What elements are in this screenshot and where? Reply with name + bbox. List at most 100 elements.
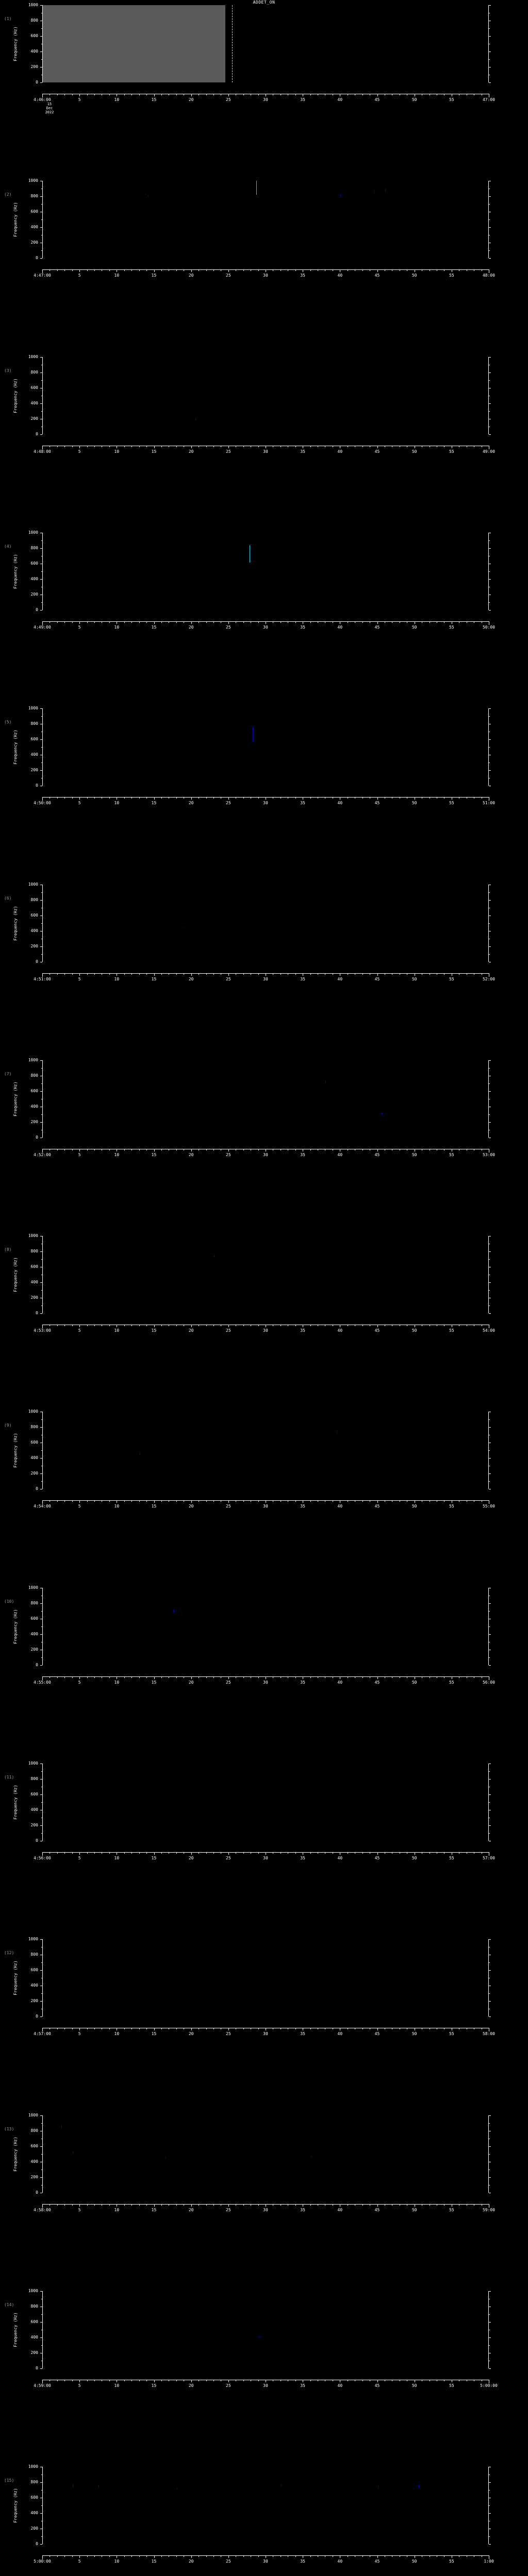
x-tick-label: 45 (374, 449, 380, 454)
x-tick-minor (206, 2555, 207, 2557)
panel-index-label: (4) (4, 544, 12, 549)
y-tick-mark-minor (41, 762, 42, 764)
x-axis: 5 10 15 20 25 30 35 40 45 50 55 4:48:00 49:00 (34, 445, 495, 463)
x-tick-minor (146, 1852, 147, 1854)
x-tick-minor (94, 1852, 95, 1854)
x-tick-major (154, 2028, 155, 2031)
x-tick-label: 25 (226, 976, 231, 981)
x-tick-minor (94, 1676, 95, 1678)
x-tick-minor (295, 2379, 296, 2381)
y-tick-mark-right-minor (489, 602, 490, 603)
x-tick-major (228, 2028, 229, 2031)
y-tick-mark-right (489, 946, 491, 947)
x-tick-minor (146, 269, 147, 272)
x-tick-minor (109, 269, 110, 272)
x-tick-major (228, 2379, 229, 2382)
y-tick-mark (40, 1794, 42, 1795)
x-tick-label: 20 (188, 801, 194, 806)
y-tick-label: 600 (30, 2495, 38, 2500)
x-tick-minor (213, 2379, 214, 2381)
x-tick-minor (109, 1852, 110, 1854)
x-tick-major (42, 2028, 43, 2032)
x-tick-label: 25 (226, 97, 231, 102)
x-tick-minor (295, 445, 296, 447)
y-tick-label: 0 (36, 2190, 38, 2195)
x-tick-minor (131, 269, 133, 272)
x-tick-major (228, 94, 229, 96)
y-tick-label: 800 (30, 1425, 38, 1430)
plot-area[interactable] (42, 181, 489, 259)
x-tick-minor (146, 94, 147, 95)
plot-area[interactable] (42, 884, 489, 962)
x-tick-minor (176, 445, 177, 447)
x-tick-major (377, 2028, 378, 2031)
plot-area[interactable] (42, 2291, 489, 2368)
plot-area[interactable] (42, 1587, 489, 1665)
y-tick-mark (40, 2321, 42, 2323)
x-tick-minor (131, 2555, 133, 2557)
plot-area[interactable] (42, 1939, 489, 2017)
y-tick-mark-right-minor (489, 28, 490, 29)
x-tick-label: 5 (78, 2559, 81, 2564)
plot-area[interactable] (42, 1236, 489, 1314)
y-axis: 0 200 400 600 800 1000 (0, 1410, 42, 1491)
x-tick-label: 35 (300, 1680, 305, 1685)
y-tick-mark-minor (41, 1833, 42, 1834)
x-axis-end-label: 51:00 (482, 801, 496, 806)
plot-area[interactable] (42, 708, 489, 786)
y-tick-mark-right-minor (489, 2123, 490, 2124)
x-tick-minor (176, 1676, 177, 1678)
x-tick-minor (161, 269, 162, 272)
y-tick-mark-right-minor (489, 1626, 490, 1627)
plot-area[interactable] (42, 1412, 489, 1489)
x-axis: 5 10 15 20 25 30 35 40 45 50 55 4:55:00 56:00 (34, 1676, 495, 1694)
x-axis-end-label: 58:00 (482, 2031, 496, 2037)
y-tick-mark-minor (41, 1993, 42, 1994)
x-tick-minor (176, 797, 177, 799)
y-tick-label: 1000 (28, 706, 38, 711)
y-tick-mark-right-minor (489, 716, 490, 717)
x-tick-minor (280, 1500, 281, 1502)
plot-area[interactable] (42, 357, 489, 434)
y-tick-mark-right (489, 1665, 491, 1666)
x-tick-label: 35 (300, 1328, 305, 1333)
plot-area[interactable] (42, 532, 489, 610)
x-tick-minor (258, 973, 259, 975)
panel-index-label: (1) (4, 16, 12, 21)
x-tick-label: 30 (263, 273, 268, 278)
x-tick-major (228, 1500, 229, 1503)
x-tick-major (42, 1676, 43, 1680)
spectrogram-panel: 0 200 400 600 800 1000 Frequency (Hz) (15) 5 10 15… (0, 2465, 528, 2575)
x-tick-label: 50 (411, 1856, 417, 1860)
x-tick-label: 10 (114, 1504, 120, 1509)
x-tick-minor (124, 797, 125, 799)
x-axis-end-label: 5:00:00 (480, 2383, 498, 2388)
plot-area[interactable] (42, 2467, 489, 2545)
x-tick-major (79, 797, 80, 800)
y-tick-label: 400 (30, 2334, 38, 2340)
spectral-event-trace (325, 1080, 326, 1083)
plot-area[interactable] (42, 5, 489, 82)
x-tick-minor (295, 1852, 296, 1854)
x-tick-label: 35 (300, 801, 305, 806)
x-tick-minor (161, 1852, 162, 1854)
x-tick-major (377, 797, 378, 800)
x-tick-minor (124, 1500, 125, 1502)
y-tick-mark (40, 770, 42, 771)
x-tick-label: 5 (78, 624, 81, 630)
plot-area[interactable] (42, 2115, 489, 2193)
x-tick-label: 25 (226, 1152, 231, 1157)
plot-area[interactable] (42, 1764, 489, 1841)
x-tick-minor (109, 94, 110, 95)
y-tick-label: 0 (36, 1311, 38, 1316)
x-tick-minor (87, 445, 88, 447)
x-tick-minor (161, 2379, 162, 2381)
x-tick-minor (258, 1325, 259, 1327)
y-tick-mark-right-minor (489, 1259, 490, 1260)
plot-area[interactable] (42, 1060, 489, 1138)
x-tick-minor (94, 94, 95, 95)
y-tick-mark-right-minor (489, 1993, 490, 1994)
x-axis-start-label: 4:47:00 (34, 273, 51, 278)
spectrogram-panel: 0 200 400 600 800 1000 Frequency (Hz) (9) 5 10 15 2… (0, 1410, 528, 1520)
x-tick-minor (146, 445, 147, 447)
